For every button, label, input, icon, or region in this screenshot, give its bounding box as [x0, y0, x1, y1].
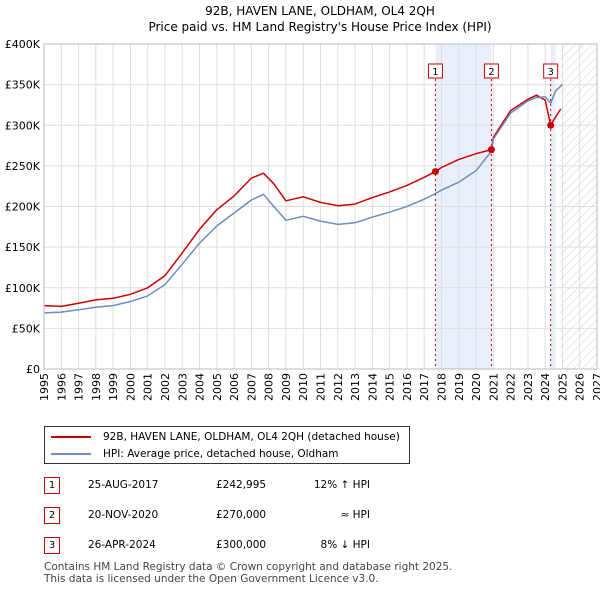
sale-number-badge: 2 — [44, 507, 60, 524]
legend-item-property: 92B, HAVEN LANE, OLDHAM, OL4 2QH (detach… — [51, 429, 400, 445]
x-tick-label: 2003 — [176, 373, 189, 401]
x-tick-label: 2018 — [435, 373, 448, 401]
y-tick-label: £400K — [5, 38, 41, 51]
x-tick-label: 2011 — [315, 373, 328, 401]
x-tick-label: 2026 — [574, 373, 587, 401]
sale-marker-label: 3 — [547, 67, 553, 78]
x-tick-label: 2004 — [194, 373, 207, 401]
sale-number-badge: 1 — [44, 477, 60, 494]
sale-price: £242,995 — [216, 479, 267, 491]
sale-date: 20-NOV-2020 — [88, 509, 159, 521]
sale-marker-box — [543, 63, 559, 79]
property-price-line — [43, 94, 562, 308]
x-tick-label: 2005 — [211, 373, 224, 401]
x-tick-label: 2002 — [159, 373, 172, 401]
chart-subtitle: Price paid vs. HM Land Registry's House … — [148, 20, 491, 34]
sale-row: 1 25-AUG-2017 £242,995 12% ↑ HPI — [44, 475, 424, 495]
x-tick-label: 2015 — [384, 373, 397, 401]
sale-number-badge: 3 — [44, 537, 60, 554]
x-tick-label: 2027 — [591, 373, 600, 401]
sale-marker-label: 2 — [488, 67, 494, 78]
x-tick-label: 2012 — [332, 373, 345, 401]
x-tick-label: 1997 — [73, 373, 86, 401]
x-tick-label: 2021 — [487, 373, 500, 401]
x-tick-label: 2016 — [401, 373, 414, 401]
x-tick-label: 2019 — [453, 373, 466, 401]
x-tick-label: 2007 — [245, 373, 258, 401]
x-tick-label: 2020 — [470, 373, 483, 401]
sale-date: 25-AUG-2017 — [88, 479, 159, 491]
legend-swatch-hpi — [51, 453, 91, 455]
y-tick-label: £300K — [5, 119, 41, 132]
sale-date: 26-APR-2024 — [88, 539, 156, 551]
x-tick-label: 2010 — [297, 373, 310, 401]
sale-point — [431, 168, 439, 176]
x-tick-label: 2024 — [539, 373, 552, 401]
x-tick-label: 2014 — [366, 373, 379, 401]
y-tick-label: £0 — [26, 363, 40, 376]
y-tick-label: £350K — [5, 79, 41, 92]
x-tick-label: 1998 — [90, 373, 103, 401]
legend-item-hpi: HPI: Average price, detached house, Oldh… — [51, 446, 339, 462]
chart-title: 92B, HAVEN LANE, OLDHAM, OL4 2QH — [205, 4, 435, 18]
sale-marker-box — [427, 63, 443, 79]
x-tick-label: 2000 — [124, 373, 137, 401]
sale-marker-box — [483, 63, 499, 79]
x-tick-label: 1995 — [38, 373, 51, 401]
sale-marker-label: 1 — [432, 67, 438, 78]
sale-hpi-comparison: ≈ HPI — [340, 509, 370, 521]
sale-point — [547, 121, 555, 129]
chart-legend: 92B, HAVEN LANE, OLDHAM, OL4 2QH (detach… — [44, 426, 410, 464]
x-tick-label: 2025 — [556, 373, 569, 401]
y-tick-label: £150K — [5, 241, 41, 254]
x-tick-label: 2023 — [522, 373, 535, 401]
x-tick-label: 2006 — [228, 373, 241, 401]
x-tick-label: 2009 — [280, 373, 293, 401]
footer-line-copyright: Contains HM Land Registry data © Crown c… — [44, 561, 453, 573]
hpi-line — [43, 84, 563, 314]
legend-swatch-property — [51, 436, 91, 438]
footer-attribution: Contains HM Land Registry data © Crown c… — [44, 561, 452, 585]
sale-price: £300,000 — [216, 539, 267, 551]
sale-row: 2 20-NOV-2020 £270,000 ≈ HPI — [44, 505, 424, 525]
plot-frame — [43, 43, 598, 370]
footer-line-licence: This data is licensed under the Open Gov… — [44, 573, 379, 585]
price-chart: 92B, HAVEN LANE, OLDHAM, OL4 2QH Price p… — [5, 4, 600, 401]
x-tick-label: 1996 — [55, 373, 68, 401]
x-tick-label: 2001 — [142, 373, 155, 401]
sale-price: £270,000 — [216, 509, 267, 521]
y-tick-label: £100K — [5, 282, 41, 295]
y-tick-label: £50K — [12, 322, 41, 335]
y-tick-label: £200K — [5, 201, 41, 214]
legend-label-hpi: HPI: Average price, detached house, Oldh… — [103, 448, 339, 460]
x-tick-label: 1999 — [107, 373, 120, 401]
sale-hpi-comparison: 12% ↑ HPI — [313, 479, 370, 491]
sale-point — [487, 146, 495, 154]
sale-hpi-comparison: 8% ↓ HPI — [320, 539, 370, 551]
x-tick-label: 2022 — [505, 373, 518, 401]
sale-row: 3 26-APR-2024 £300,000 8% ↓ HPI — [44, 535, 424, 555]
legend-label-property: 92B, HAVEN LANE, OLDHAM, OL4 2QH (detach… — [103, 431, 400, 443]
y-tick-label: £250K — [5, 160, 41, 173]
x-tick-label: 2008 — [263, 373, 276, 401]
x-tick-label: 2013 — [349, 373, 362, 401]
x-tick-label: 2017 — [418, 373, 431, 401]
